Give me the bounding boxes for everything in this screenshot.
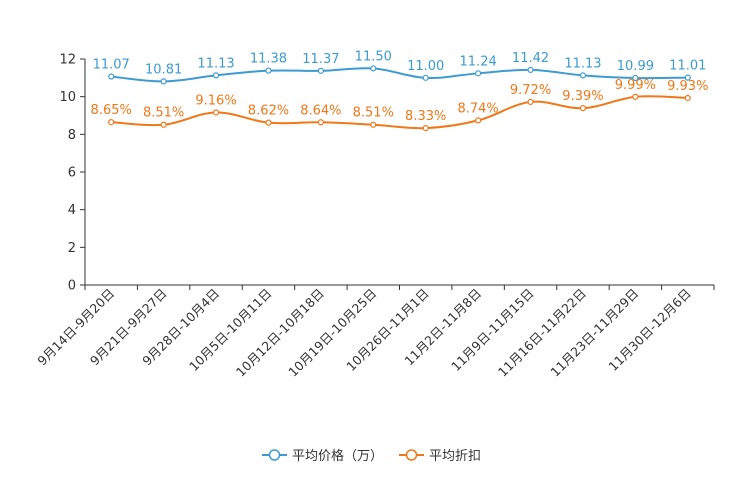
data-label: 11.38 [250, 52, 287, 67]
data-point[interactable] [108, 118, 115, 126]
y-tick-label: 4 [68, 203, 76, 218]
data-label: 9.93% [667, 79, 708, 94]
series-line-2 [111, 95, 688, 130]
data-label: 9.16% [195, 93, 236, 108]
data-label: 8.51% [143, 106, 184, 121]
data-point[interactable] [475, 70, 482, 77]
data-point[interactable] [527, 98, 534, 106]
data-label: 11.13 [564, 56, 601, 71]
y-tick-label: 12 [59, 53, 76, 68]
data-point[interactable] [265, 67, 272, 74]
data-point[interactable] [212, 72, 220, 79]
data-point[interactable] [527, 66, 534, 74]
data-label: 11.37 [302, 52, 339, 67]
data-labels: 11.07 10.81 11.13 11.38 11.37 11.50 11.00 11.24… [91, 49, 709, 124]
data-label: 8.64% [300, 103, 341, 118]
x-tick-label: 11月23日-11月29日 [547, 286, 641, 380]
data-point[interactable] [108, 73, 115, 80]
x-tick-label: 10月12日-10月18日 [233, 286, 327, 380]
data-point[interactable] [475, 117, 482, 124]
data-label: 11.24 [460, 54, 497, 69]
data-label: 10.99 [617, 59, 654, 74]
y-tick-label: 2 [68, 241, 76, 256]
data-point[interactable] [684, 94, 691, 102]
legend-swatch-circle [268, 449, 281, 461]
data-point[interactable] [212, 109, 220, 116]
series-layer [108, 65, 691, 132]
legend[interactable]: 平均价格（万） 平均折扣 [262, 448, 481, 464]
data-point[interactable] [632, 93, 639, 100]
data-point[interactable] [579, 72, 587, 79]
data-label: 11.01 [669, 59, 706, 74]
data-label: 8.74% [457, 101, 498, 116]
data-label: 10.81 [145, 62, 182, 77]
data-label: 8.65% [91, 103, 132, 118]
data-label: 9.99% [615, 78, 656, 93]
data-label: 11.42 [512, 51, 549, 66]
data-point[interactable] [632, 74, 639, 82]
data-label: 11.13 [197, 56, 234, 71]
data-point[interactable] [370, 65, 377, 72]
data-point[interactable] [422, 125, 429, 132]
legend-label: 平均价格（万） [292, 448, 383, 464]
legend-swatch-circle [405, 449, 418, 461]
y-tick-label: 10 [59, 90, 76, 105]
data-label: 11.07 [93, 58, 130, 73]
data-label: 11.50 [355, 49, 392, 64]
y-tick-label: 0 [68, 279, 76, 294]
legend-item-1[interactable]: 平均价格（万） [262, 448, 383, 464]
data-point[interactable] [160, 121, 167, 128]
y-tick-label: 8 [68, 128, 76, 143]
data-point[interactable] [160, 78, 167, 85]
data-point[interactable] [579, 105, 587, 112]
legend-label: 平均折扣 [429, 449, 481, 464]
data-point[interactable] [684, 74, 691, 81]
data-point[interactable] [317, 119, 324, 126]
data-point[interactable] [265, 119, 272, 126]
series-line-1 [111, 67, 688, 83]
data-label: 9.39% [562, 89, 603, 104]
x-tick-label: 10月19日-10月25日 [285, 286, 379, 380]
data-label: 8.33% [405, 109, 446, 124]
x-tick-label: 11月16日-11月22日 [495, 286, 589, 380]
data-point[interactable] [422, 74, 429, 81]
y-tick-label: 6 [68, 166, 76, 181]
data-label: 8.62% [248, 104, 289, 119]
legend-item-2[interactable]: 平均折扣 [399, 449, 481, 464]
data-point[interactable] [370, 121, 377, 128]
data-point[interactable] [317, 67, 324, 74]
data-label: 11.00 [407, 59, 444, 74]
data-label: 8.51% [353, 106, 394, 121]
data-label: 9.72% [510, 83, 551, 98]
